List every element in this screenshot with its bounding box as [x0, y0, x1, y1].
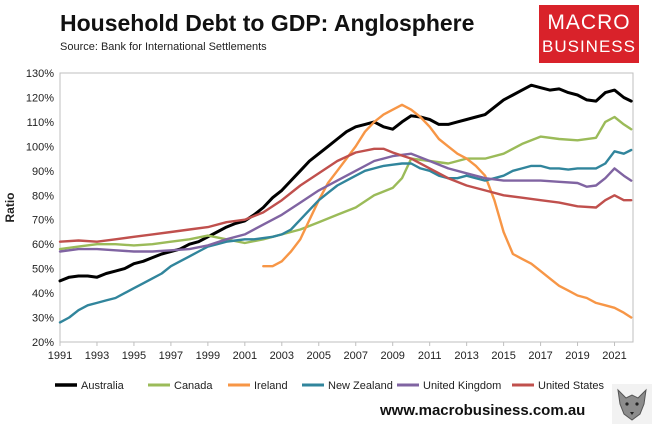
x-tick-label: 2013	[454, 350, 478, 362]
macrobusiness-logo: MACRO BUSINESS	[539, 5, 639, 63]
legend-label: Canada	[174, 380, 213, 392]
y-tick-label: 120%	[26, 92, 54, 104]
series-line-canada	[58, 115, 633, 251]
x-tick-label: 2021	[602, 350, 626, 362]
x-tick-label: 2001	[233, 350, 257, 362]
wolf-icon	[612, 384, 652, 424]
legend-label: United States	[538, 380, 605, 392]
y-tick-label: 100%	[26, 141, 54, 153]
y-tick-label: 70%	[32, 215, 54, 227]
legend-label: Ireland	[254, 380, 288, 392]
x-tick-label: 1997	[159, 350, 183, 362]
y-tick-label: 30%	[32, 313, 54, 325]
chart-source: Source: Bank for International Settlemen…	[60, 41, 267, 53]
x-tick-label: 1993	[85, 350, 109, 362]
logo-line-2: BUSINESS	[542, 37, 636, 56]
y-tick-label: 60%	[32, 239, 54, 251]
y-axis-title: Ratio	[3, 193, 17, 223]
x-tick-label: 2003	[270, 350, 294, 362]
y-tick-label: 90%	[32, 166, 54, 178]
series-line-new-zealand	[58, 148, 633, 324]
x-tick-label: 2015	[491, 350, 515, 362]
x-tick-label: 2007	[343, 350, 367, 362]
y-tick-label: 20%	[32, 337, 54, 349]
x-tick-label: 2005	[307, 350, 331, 362]
x-tick-label: 1995	[122, 350, 146, 362]
x-tick-label: 2009	[380, 350, 404, 362]
series-line-united-kingdom	[58, 152, 633, 253]
y-tick-label: 40%	[32, 288, 54, 300]
plot-area	[59, 72, 634, 343]
x-tick-label: 1991	[48, 350, 72, 362]
y-tick-label: 50%	[32, 264, 54, 276]
x-tick-label: 2011	[418, 350, 442, 362]
legend-label: United Kingdom	[423, 380, 501, 392]
series-line-ireland	[262, 103, 633, 319]
x-tick-label: 1999	[196, 350, 220, 362]
y-tick-label: 130%	[26, 68, 54, 80]
legend-label: New Zealand	[328, 380, 393, 392]
series-line-australia	[58, 83, 633, 283]
series-line-united-states	[58, 147, 633, 243]
x-tick-label: 2019	[565, 350, 589, 362]
y-tick-label: 80%	[32, 190, 54, 202]
y-tick-label: 110%	[27, 117, 55, 129]
x-tick-label: 2017	[528, 350, 552, 362]
logo-line-1: MACRO	[547, 11, 631, 34]
legend-label: Australia	[81, 380, 125, 392]
chart-title: Household Debt to GDP: Anglosphere	[60, 10, 475, 36]
website-url: www.macrobusiness.com.au	[380, 402, 586, 419]
